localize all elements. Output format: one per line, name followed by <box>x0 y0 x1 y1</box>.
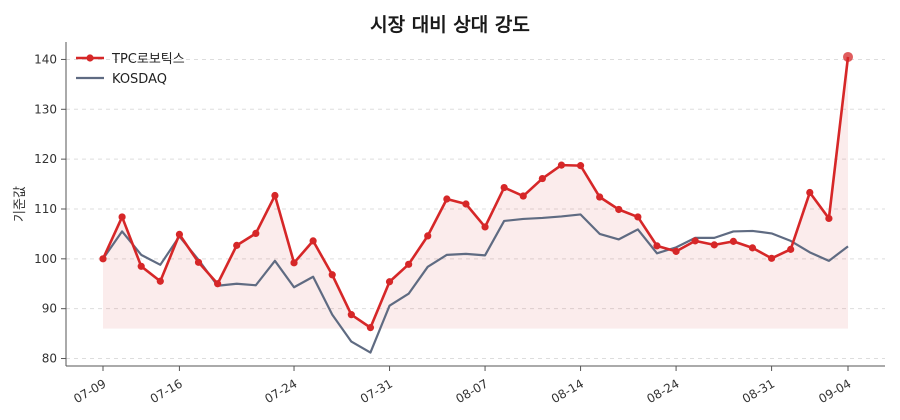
data-point <box>767 254 776 262</box>
data-point <box>653 242 661 250</box>
x-tick-label: 08-24 <box>644 376 681 406</box>
data-point <box>729 237 737 245</box>
data-point <box>194 258 203 266</box>
data-point <box>710 241 718 249</box>
legend-label: KOSDAQ <box>112 72 167 87</box>
data-point <box>806 188 814 197</box>
area-fill-0 <box>103 56 848 329</box>
data-point <box>214 280 222 288</box>
y-tick-label: 80 <box>42 352 57 366</box>
data-point <box>328 271 336 279</box>
data-point <box>118 213 126 221</box>
data-point <box>596 193 604 201</box>
data-point <box>672 247 680 255</box>
data-point <box>347 311 355 319</box>
data-point <box>99 255 107 263</box>
x-tick-label: 07-31 <box>358 376 395 406</box>
y-axis-title: 기준값 <box>13 186 28 222</box>
y-tick-label: 90 <box>42 302 57 316</box>
x-tick-label: 07-09 <box>71 376 108 406</box>
y-tick-label: 110 <box>34 202 57 216</box>
x-tick-label: 09-04 <box>816 376 853 406</box>
data-point <box>252 229 260 238</box>
data-points <box>99 51 853 332</box>
x-tick-label: 08-14 <box>549 376 586 406</box>
data-point <box>843 51 853 62</box>
grid-lines <box>66 58 885 360</box>
data-point <box>481 223 489 231</box>
data-point <box>825 214 833 223</box>
series-line-tpc <box>101 56 850 329</box>
data-point <box>691 237 699 245</box>
data-point <box>366 324 375 332</box>
x-tick-label: 07-16 <box>148 376 185 406</box>
y-tick-label: 130 <box>34 102 57 116</box>
y-tick-label: 120 <box>34 152 57 166</box>
legend: TPC로보틱스 KOSDAQ <box>76 52 185 87</box>
chart-title: 시장 대비 상대 강도 <box>370 14 530 36</box>
data-point <box>405 260 413 268</box>
data-point <box>576 162 585 170</box>
data-point <box>424 232 432 240</box>
data-point <box>290 259 298 267</box>
series-lines <box>101 56 850 354</box>
data-point <box>634 213 642 221</box>
x-tick-label: 08-31 <box>740 376 777 406</box>
area-fills <box>103 56 848 329</box>
data-point <box>538 174 546 183</box>
data-point <box>615 205 623 214</box>
y-tick-label: 140 <box>34 52 57 66</box>
legend-label: TPC로보틱스 <box>111 52 185 67</box>
data-point <box>787 245 795 253</box>
data-point <box>557 161 566 169</box>
data-point <box>309 237 317 245</box>
x-tick-label: 07-24 <box>262 376 299 406</box>
data-point <box>156 277 164 285</box>
x-tick-label: 08-07 <box>453 376 490 406</box>
data-point <box>519 192 527 200</box>
data-point <box>443 195 451 203</box>
series-line-kosdaq <box>102 213 849 354</box>
data-point <box>748 244 757 252</box>
data-point <box>175 230 184 239</box>
data-point <box>500 183 508 192</box>
legend-marker <box>86 54 94 62</box>
data-point <box>385 278 394 286</box>
data-point <box>137 262 145 270</box>
data-point <box>462 200 470 208</box>
data-point <box>233 241 241 249</box>
y-tick-label: 100 <box>34 252 57 266</box>
data-point <box>271 191 279 200</box>
